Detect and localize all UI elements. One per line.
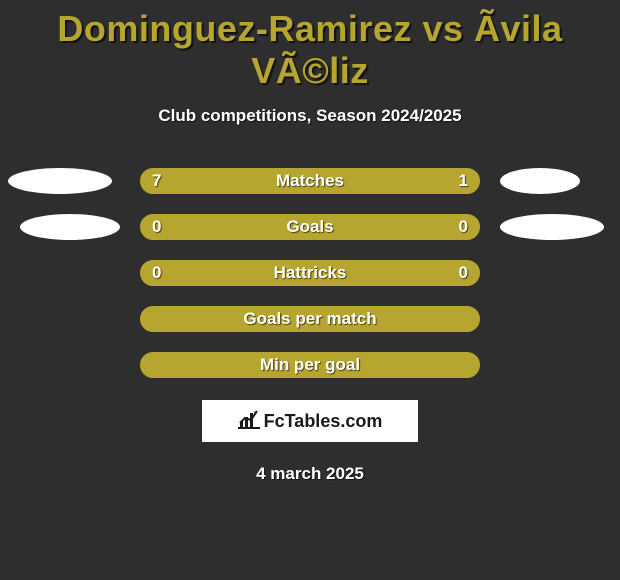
stat-bar: Goals0 0 [140, 214, 480, 240]
stat-value-right: 1 [459, 170, 468, 192]
stat-label: Goals [142, 216, 478, 238]
page-title: Dominguez-Ramirez vs Ãvila VÃ©liz [0, 0, 620, 92]
branding-badge: FcTables.com [202, 400, 418, 442]
player-right-ellipse [500, 168, 580, 194]
stat-value-left: 0 [152, 262, 161, 284]
comparison-row: Matches7 1 [0, 168, 620, 194]
stat-bar: Matches7 1 [140, 168, 480, 194]
stat-value-right: 0 [459, 262, 468, 284]
date-text: 4 march 2025 [0, 464, 620, 484]
chart-icon [238, 409, 260, 434]
branding-text: FcTables.com [264, 411, 383, 432]
stat-label: Min per goal [142, 354, 478, 376]
comparison-row: Hattricks0 0 [0, 260, 620, 286]
subtitle: Club competitions, Season 2024/2025 [0, 106, 620, 126]
stat-label: Goals per match [142, 308, 478, 330]
player-left-ellipse [8, 168, 112, 194]
stat-bar: Min per goal [140, 352, 480, 378]
stat-value-right: 0 [459, 216, 468, 238]
stat-bar: Goals per match [140, 306, 480, 332]
comparison-row: Goals0 0 [0, 214, 620, 240]
player-left-ellipse [20, 214, 120, 240]
stat-value-left: 0 [152, 216, 161, 238]
comparison-row: Goals per match [0, 306, 620, 332]
player-right-ellipse [500, 214, 604, 240]
comparison-rows: Matches71Goals00Hattricks00Goals per mat… [0, 168, 620, 378]
stat-value-left: 7 [152, 170, 161, 192]
stat-label: Matches [142, 170, 478, 192]
comparison-row: Min per goal [0, 352, 620, 378]
stat-label: Hattricks [142, 262, 478, 284]
stat-bar: Hattricks0 0 [140, 260, 480, 286]
